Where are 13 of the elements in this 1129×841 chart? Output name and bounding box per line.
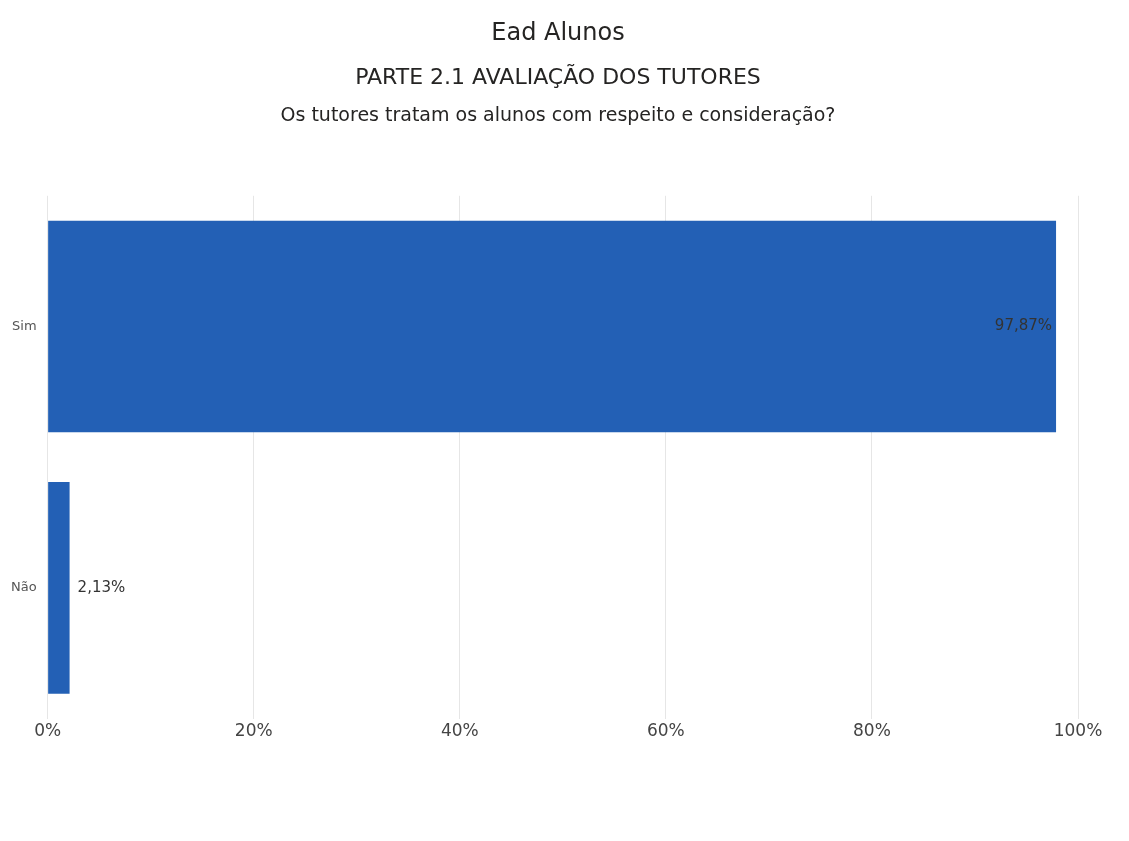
x-tick-label: 40% [440, 720, 479, 741]
x-tick-label: 20% [234, 720, 273, 741]
x-tick-label: 100% [1053, 720, 1103, 741]
y-tick-label: Não [10, 579, 37, 595]
chart-subtitle: PARTE 2.1 AVALIAÇÃO DOS TUTORES [354, 64, 762, 89]
chart-title: Ead Alunos [490, 18, 626, 46]
text: Os tutores tratam os alunos com respeito e consideração? [279, 103, 837, 125]
x-tick-label: 0% [34, 720, 62, 741]
y-tick-label: Sim [12, 317, 37, 333]
x-tick-label: 80% [853, 720, 891, 741]
x-tick-label: 60% [646, 720, 685, 741]
data-label: 2,13% [77, 577, 126, 596]
data-label: 97,87% [994, 316, 1053, 335]
